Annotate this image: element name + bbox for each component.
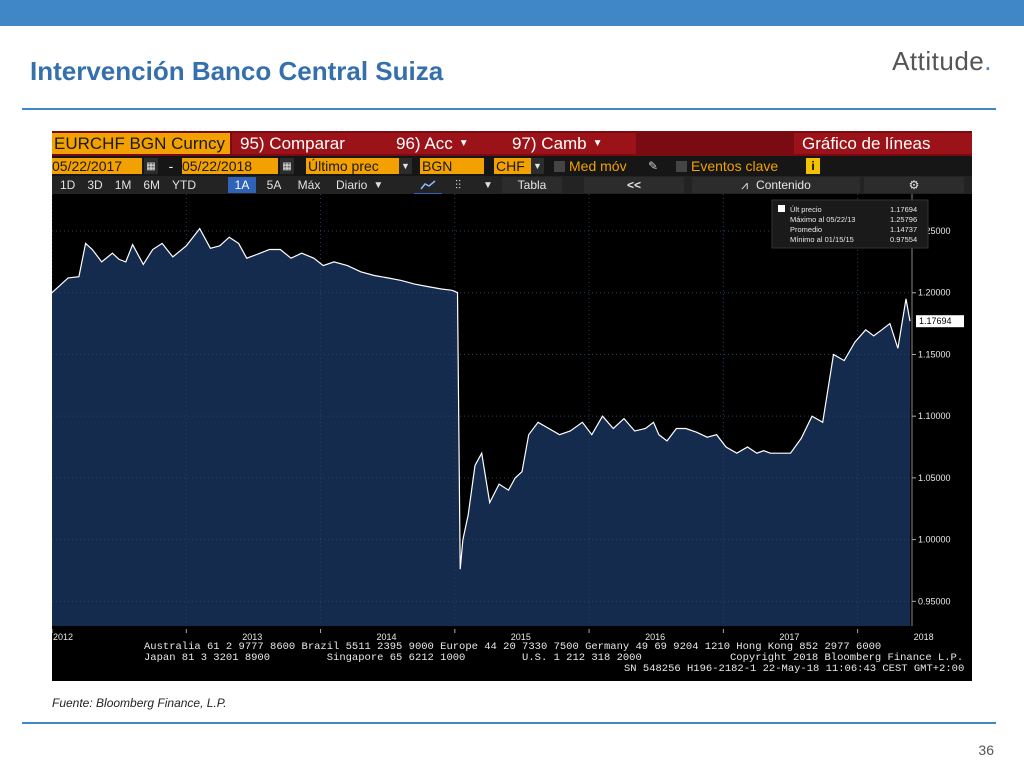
actions-menu[interactable]: 96) Acc ▼ xyxy=(360,133,518,154)
range-1d[interactable]: 1D xyxy=(60,178,76,192)
x-tick-label: 2015 xyxy=(511,632,531,642)
legend-last-label: Últ precio xyxy=(790,205,822,214)
source-field[interactable]: BGN xyxy=(420,158,484,174)
x-tick-label: 2014 xyxy=(377,632,397,642)
x-tick-label: 2016 xyxy=(645,632,665,642)
chevron-down-icon: ▼ xyxy=(373,179,384,191)
date-from-field[interactable]: 05/22/2017 xyxy=(52,158,142,174)
frequency-label: Diario xyxy=(336,178,368,192)
chart-icon: ⩘ xyxy=(741,177,749,192)
last-value-label: 1.17694 xyxy=(919,316,952,326)
brand-name: Attitude xyxy=(892,46,985,76)
x-axis: 2012 2013 2014 2015 2016 2017 2018 xyxy=(52,629,934,642)
legend-max-value: 1.25796 xyxy=(890,215,917,224)
frequency-select[interactable]: Diario ▼ xyxy=(336,177,406,193)
y-tick-label: 1.00000 xyxy=(918,535,951,545)
checkbox-icon xyxy=(676,160,687,172)
y-tick-label: 0.95000 xyxy=(918,596,951,606)
table-button[interactable]: Tabla xyxy=(502,177,562,193)
x-tick-label: 2017 xyxy=(779,632,799,642)
legend-last-value: 1.17694 xyxy=(890,205,917,214)
last-value-box xyxy=(916,315,964,328)
legend-min-label: Mínimo al 01/15/15 xyxy=(790,235,854,244)
range-3d[interactable]: 3D xyxy=(87,178,103,192)
page-number: 36 xyxy=(978,742,994,758)
change-label: 97) Camb xyxy=(512,133,587,153)
brand-dot: . xyxy=(984,46,992,76)
slide-title: Intervención Banco Central Suiza xyxy=(30,56,444,86)
moving-average-label: Med móv xyxy=(569,158,627,174)
legend-box xyxy=(771,199,929,249)
range-ytd[interactable]: YTD xyxy=(172,178,197,192)
range-1a[interactable]: 1A xyxy=(228,177,256,193)
range-6m[interactable]: 6M xyxy=(143,178,161,192)
date-to-field[interactable]: 05/22/2018 xyxy=(182,158,278,174)
chevron-down-icon[interactable]: ▼ xyxy=(399,158,412,174)
date-separator: - xyxy=(168,158,174,174)
footer-line-3: SN 548256 H196-2182-1 22-May-18 11:06:43… xyxy=(624,663,965,675)
gear-icon[interactable]: ⚙ xyxy=(864,177,964,193)
range-buttons: 1D 3D 1M 6M YTD xyxy=(54,177,234,193)
price-chart: 0.95000 1.00000 1.05000 1.10000 1.15000 1.200… xyxy=(52,194,972,630)
compare-button[interactable]: 95) Comparar xyxy=(232,133,364,154)
ticker-field[interactable]: EURCHF BGN Curncy xyxy=(52,133,230,154)
range-5a[interactable]: 5A xyxy=(266,178,282,192)
brand-logo: Attitude. xyxy=(892,46,992,77)
moving-average-toggle[interactable]: Med móv xyxy=(554,158,654,174)
chevron-down-icon: ▼ xyxy=(592,138,603,149)
series-line xyxy=(52,227,911,570)
command-bar: EURCHF BGN Curncy 95) Comparar 96) Acc ▼ … xyxy=(52,131,972,156)
y-tick-label: 1.05000 xyxy=(918,473,951,483)
line-chart-icon[interactable] xyxy=(414,177,442,195)
chart-type-label[interactable]: Gráfico de líneas xyxy=(794,133,972,154)
legend-avg-label: Promedio xyxy=(790,225,822,234)
legend-swatch xyxy=(778,205,785,212)
actions-label: 96) Acc xyxy=(396,133,453,153)
title-divider xyxy=(22,108,996,110)
content-button[interactable]: ⩘ Contenido xyxy=(692,177,860,193)
pencil-icon[interactable]: ✎ xyxy=(648,159,659,173)
terminal-footer: Australia 61 2 9777 8600 Brazil 5511 239… xyxy=(52,629,972,681)
chevron-down-icon: ▼ xyxy=(458,138,469,149)
legend-avg-value: 1.14737 xyxy=(890,225,917,234)
collapse-button[interactable]: << xyxy=(584,177,684,193)
x-tick-label: 2013 xyxy=(242,632,262,642)
currency-field[interactable]: CHF xyxy=(494,158,532,174)
footer-divider xyxy=(22,722,996,724)
calendar-icon[interactable]: ▦ xyxy=(280,158,294,174)
bloomberg-chart-panel: EURCHF BGN Curncy 95) Comparar 96) Acc ▼ … xyxy=(52,131,972,681)
range-max[interactable]: Máx xyxy=(297,178,321,192)
legend-min-value: 0.97554 xyxy=(890,235,917,244)
info-icon[interactable]: i xyxy=(806,158,820,174)
change-menu[interactable]: 97) Camb ▼ xyxy=(486,133,636,154)
x-tick-label: 2012 xyxy=(53,632,73,642)
chevron-down-icon[interactable]: ▼ xyxy=(483,179,493,191)
checkbox-icon xyxy=(554,160,565,172)
range-1m[interactable]: 1M xyxy=(114,178,132,192)
price-field-select[interactable]: Último prec xyxy=(306,158,400,174)
chevron-down-icon[interactable]: ▼ xyxy=(531,158,544,174)
date-bar: 05/22/2017 ▦ - 05/22/2018 ▦ Último prec … xyxy=(52,156,972,176)
footer-line-1: Australia 61 2 9777 8600 Brazil 5511 239… xyxy=(144,641,882,653)
range-bar: 1D 3D 1M 6M YTD 1A 5A Máx Diario ▼ ⫶⫶ ▼ T… xyxy=(52,176,972,195)
candlestick-icon[interactable]: ⫶⫶ xyxy=(454,177,461,192)
x-tick-label: 2018 xyxy=(914,632,934,642)
key-events-label: Eventos clave xyxy=(691,158,779,174)
key-events-toggle[interactable]: Eventos clave xyxy=(676,158,802,174)
content-label: Contenido xyxy=(756,178,811,192)
y-tick-label: 1.25000 xyxy=(918,226,951,236)
y-tick-label: 1.10000 xyxy=(918,411,951,421)
legend-max-label: Máximo al 05/22/13 xyxy=(790,215,855,224)
y-tick-label: 1.15000 xyxy=(918,349,951,359)
line-chart-glyph xyxy=(420,180,436,190)
top-accent-bar xyxy=(0,0,1024,26)
source-note: Fuente: Bloomberg Finance, L.P. xyxy=(52,696,227,710)
footer-line-2: Japan 81 3 3201 8900 Singapore 65 6212 1… xyxy=(144,652,964,664)
series-area xyxy=(52,228,910,626)
y-tick-label: 1.20000 xyxy=(918,288,951,298)
calendar-icon[interactable]: ▦ xyxy=(144,158,158,174)
